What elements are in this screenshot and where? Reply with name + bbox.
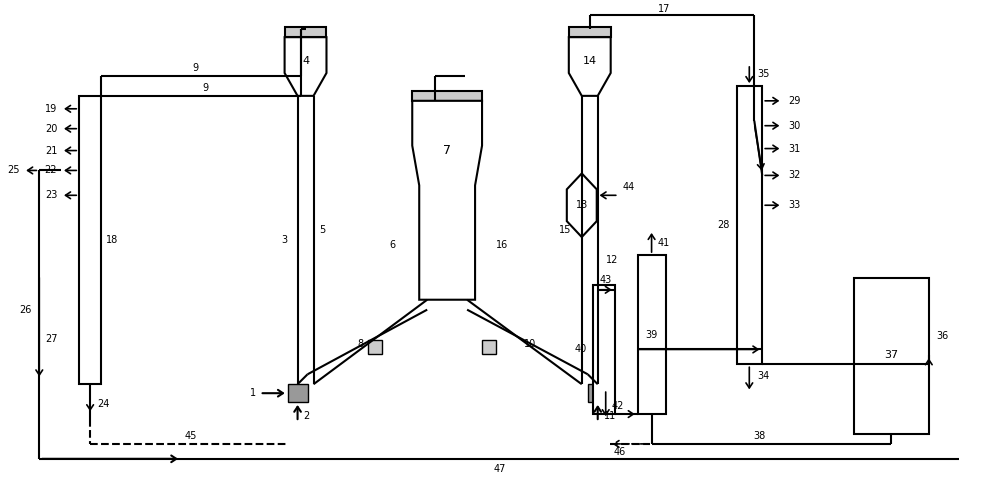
Polygon shape xyxy=(569,37,611,96)
Text: 12: 12 xyxy=(606,255,618,265)
Text: 40: 40 xyxy=(575,345,587,355)
Text: 5: 5 xyxy=(320,225,326,235)
Bar xyxy=(638,255,666,414)
Text: 13: 13 xyxy=(576,200,588,210)
Text: 36: 36 xyxy=(937,331,949,341)
Text: 43: 43 xyxy=(600,275,612,285)
Text: 20: 20 xyxy=(45,124,57,133)
Text: 25: 25 xyxy=(7,165,19,175)
Text: 30: 30 xyxy=(788,121,800,130)
Text: 27: 27 xyxy=(45,335,58,345)
Text: 6: 6 xyxy=(389,240,395,250)
Polygon shape xyxy=(412,101,482,300)
Text: 7: 7 xyxy=(443,144,451,157)
Text: 42: 42 xyxy=(612,401,624,411)
Text: 33: 33 xyxy=(788,200,800,210)
Text: 44: 44 xyxy=(623,182,635,192)
Text: 35: 35 xyxy=(757,69,770,79)
Text: 29: 29 xyxy=(788,96,801,106)
Text: 8: 8 xyxy=(357,340,363,350)
Bar xyxy=(569,27,611,37)
Text: 19: 19 xyxy=(45,104,57,114)
Text: 38: 38 xyxy=(753,431,765,441)
Text: 41: 41 xyxy=(658,238,670,248)
Text: 32: 32 xyxy=(788,170,801,180)
Bar xyxy=(737,86,762,365)
Text: 37: 37 xyxy=(884,351,898,361)
Polygon shape xyxy=(285,37,326,96)
Text: 14: 14 xyxy=(583,56,597,66)
Text: 22: 22 xyxy=(45,165,57,175)
Text: 11: 11 xyxy=(604,411,616,421)
Text: 26: 26 xyxy=(19,305,31,315)
Text: 3: 3 xyxy=(281,235,288,245)
Text: 2: 2 xyxy=(304,411,310,421)
Bar xyxy=(285,27,326,37)
Bar xyxy=(482,341,496,355)
Text: 4: 4 xyxy=(302,56,309,66)
Text: 16: 16 xyxy=(496,240,508,250)
Text: 21: 21 xyxy=(45,145,57,155)
Text: 1: 1 xyxy=(250,388,256,398)
Text: 47: 47 xyxy=(494,464,506,474)
Text: 9: 9 xyxy=(193,63,199,73)
Text: 31: 31 xyxy=(788,143,800,153)
Text: 10: 10 xyxy=(524,340,536,350)
Text: 34: 34 xyxy=(757,372,770,381)
Bar xyxy=(593,285,615,414)
Text: 28: 28 xyxy=(717,220,729,230)
Bar xyxy=(854,278,929,434)
Text: 45: 45 xyxy=(185,431,197,441)
Polygon shape xyxy=(567,173,597,237)
Text: 9: 9 xyxy=(203,83,209,93)
Text: 18: 18 xyxy=(106,235,118,245)
Text: 24: 24 xyxy=(97,399,109,409)
Text: 46: 46 xyxy=(614,447,626,457)
Bar xyxy=(412,91,482,101)
Bar xyxy=(288,384,308,402)
Text: 15: 15 xyxy=(559,225,572,235)
Bar xyxy=(79,96,101,384)
Bar xyxy=(368,341,382,355)
Bar xyxy=(588,384,608,402)
Text: 23: 23 xyxy=(45,190,57,200)
Text: 17: 17 xyxy=(658,4,671,14)
Text: 39: 39 xyxy=(645,330,658,340)
